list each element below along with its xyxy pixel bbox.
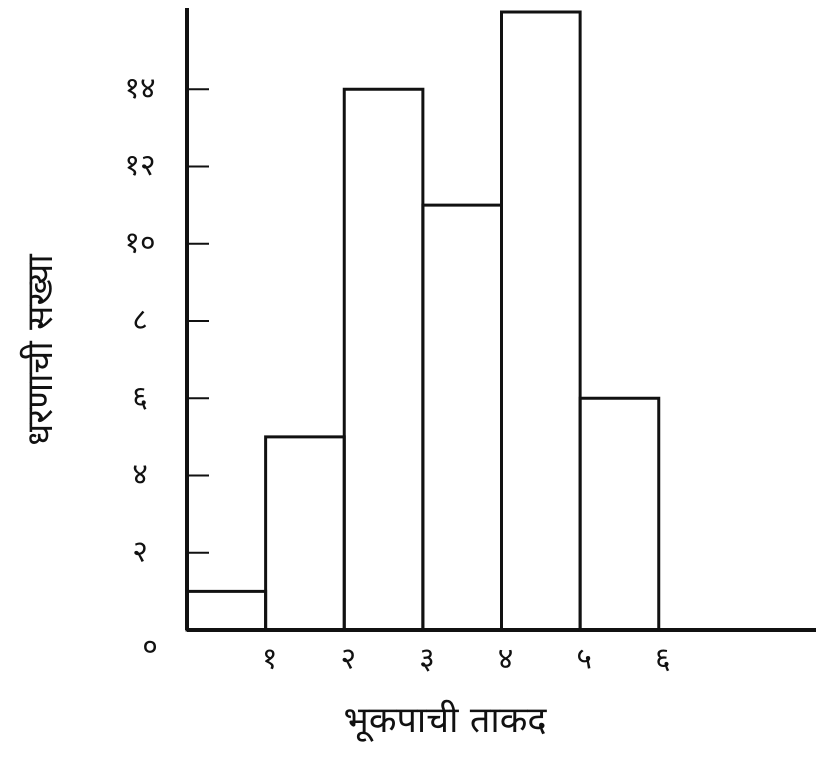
bar <box>185 589 268 632</box>
y-axis-title: धरणाची सख्या <box>19 254 61 446</box>
bar <box>264 435 346 632</box>
x-axis-title: भूकपाची ताकद <box>344 699 548 742</box>
y-tick-label: १२ <box>124 148 155 183</box>
y-tick-label: ८ <box>132 303 148 338</box>
x-tick-label: ६ <box>655 642 671 677</box>
y-tick-label: १० <box>124 225 155 260</box>
x-tick-label: २ <box>340 642 356 677</box>
x-tick-label: ४ <box>498 642 514 677</box>
bar <box>500 10 582 632</box>
x-tick-label: ५ <box>576 642 592 677</box>
bar <box>578 396 661 632</box>
y-tick-label: १४ <box>124 71 155 106</box>
x-tick-label: ३ <box>419 642 435 677</box>
y-tick-label: ४ <box>132 457 148 492</box>
y-tick-label: २ <box>132 534 148 569</box>
y-tick-label: ० <box>142 630 158 665</box>
x-tick-label: १ <box>262 642 278 677</box>
bar <box>421 203 503 632</box>
bar <box>342 87 425 632</box>
y-tick-label: ६ <box>132 380 148 415</box>
